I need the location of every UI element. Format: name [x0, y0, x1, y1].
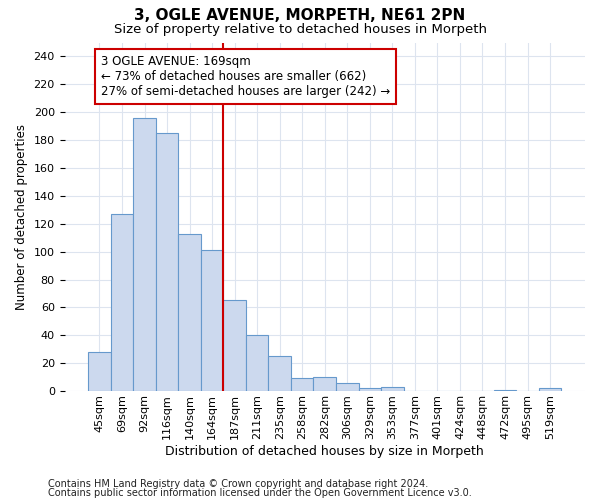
- Bar: [223, 300, 246, 391]
- Bar: [381, 387, 404, 391]
- Bar: [313, 377, 336, 391]
- Bar: [156, 133, 178, 391]
- Bar: [178, 234, 201, 391]
- Text: Contains public sector information licensed under the Open Government Licence v3: Contains public sector information licen…: [48, 488, 472, 498]
- Text: 3 OGLE AVENUE: 169sqm
← 73% of detached houses are smaller (662)
27% of semi-det: 3 OGLE AVENUE: 169sqm ← 73% of detached …: [101, 55, 390, 98]
- Bar: [336, 382, 359, 391]
- Bar: [359, 388, 381, 391]
- Y-axis label: Number of detached properties: Number of detached properties: [15, 124, 28, 310]
- Bar: [111, 214, 133, 391]
- Text: 3, OGLE AVENUE, MORPETH, NE61 2PN: 3, OGLE AVENUE, MORPETH, NE61 2PN: [134, 8, 466, 22]
- Bar: [88, 352, 111, 391]
- Bar: [494, 390, 516, 391]
- Bar: [201, 250, 223, 391]
- Bar: [268, 356, 291, 391]
- Text: Contains HM Land Registry data © Crown copyright and database right 2024.: Contains HM Land Registry data © Crown c…: [48, 479, 428, 489]
- Bar: [246, 336, 268, 391]
- Bar: [291, 378, 313, 391]
- X-axis label: Distribution of detached houses by size in Morpeth: Distribution of detached houses by size …: [166, 444, 484, 458]
- Bar: [539, 388, 562, 391]
- Text: Size of property relative to detached houses in Morpeth: Size of property relative to detached ho…: [113, 22, 487, 36]
- Bar: [133, 118, 156, 391]
